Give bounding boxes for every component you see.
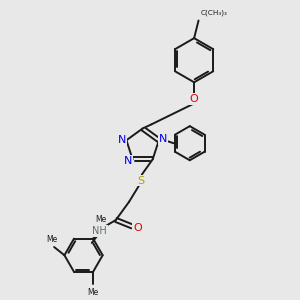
Text: NH: NH bbox=[92, 226, 107, 236]
Text: Me: Me bbox=[96, 215, 107, 224]
Text: N: N bbox=[159, 134, 167, 144]
Text: Me: Me bbox=[46, 235, 58, 244]
Text: N: N bbox=[123, 156, 132, 166]
Text: S: S bbox=[137, 176, 144, 185]
Text: C(CH₃)₃: C(CH₃)₃ bbox=[201, 10, 227, 16]
Text: Me: Me bbox=[88, 288, 99, 297]
Text: N: N bbox=[118, 135, 126, 145]
Text: O: O bbox=[190, 94, 199, 104]
Text: O: O bbox=[133, 223, 142, 233]
